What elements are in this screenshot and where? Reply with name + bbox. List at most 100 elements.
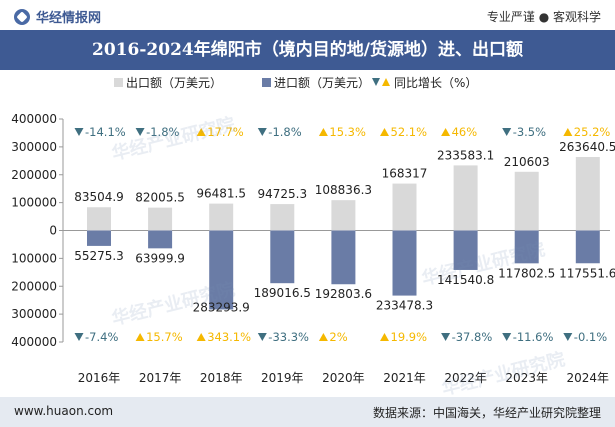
import-growth-label: 2% <box>329 330 347 344</box>
export-value-label: 263640.5 <box>559 140 615 154</box>
import-bar <box>392 230 417 296</box>
growth-down-icon <box>502 128 512 136</box>
legend-label-import: 进口额（万美元） <box>274 76 370 90</box>
y-tick-label: 400000 <box>11 112 57 126</box>
import-value-label: 192803.6 <box>315 287 372 301</box>
chart: 400000 300000 200000 100000 0 100000 200000 300… <box>11 76 615 385</box>
y-tick-label: 0 <box>49 224 57 238</box>
y-tick-label: 400000 <box>11 335 57 349</box>
growth-down-icon <box>257 333 267 341</box>
import-value-label: 233478.3 <box>376 299 433 313</box>
export-bar <box>392 183 417 231</box>
export-value-label: 83504.9 <box>74 190 124 204</box>
export-bar <box>575 157 600 231</box>
import-value-label: 117802.5 <box>498 266 555 280</box>
footer: www.huaon.com 数据来源：中国海关，华经产业研究院整理 <box>0 397 615 427</box>
import-value-label: 283293.9 <box>193 300 250 314</box>
export-growth-label: 17.7% <box>207 125 244 139</box>
logo[interactable]: 华经情报网 <box>14 7 101 26</box>
export-bar <box>514 171 539 231</box>
logo-text: 华经情报网 <box>36 11 102 26</box>
y-tick-label: 100000 <box>11 251 57 265</box>
export-value-label: 82005.5 <box>135 191 185 205</box>
growth-down-icon <box>74 333 84 341</box>
export-value-label: 94725.3 <box>257 187 307 201</box>
legend-swatch-import <box>262 78 271 87</box>
footer-source: 数据来源：中国海关，华经产业研究院整理 <box>372 406 601 420</box>
x-category-label: 2017年 <box>139 371 182 385</box>
legend-growth-down-icon <box>372 78 380 86</box>
import-growth-label: -33.3% <box>268 330 309 344</box>
growth-up-icon <box>196 333 206 341</box>
growth-up-icon <box>563 128 573 136</box>
growth-up-icon <box>318 333 328 341</box>
legend-label-growth: 同比增长（%） <box>394 76 477 90</box>
import-value-label: 189016.5 <box>254 286 311 300</box>
x-category-label: 2020年 <box>322 371 365 385</box>
growth-down-icon <box>502 333 512 341</box>
import-growth-label: 15.7% <box>146 330 183 344</box>
legend-swatch-export <box>114 78 123 87</box>
footer-website[interactable]: www.huaon.com <box>14 404 114 418</box>
tagline: 专业严谨 ● 客观科学 <box>486 10 601 24</box>
import-value-label: 117551.6 <box>559 266 615 280</box>
y-tick-label: 200000 <box>11 168 57 182</box>
export-value-label: 233583.1 <box>437 148 494 162</box>
x-category-label: 2024年 <box>567 371 610 385</box>
import-growth-label: -37.8% <box>452 330 493 344</box>
export-bar <box>209 203 234 231</box>
export-bar <box>331 200 356 231</box>
import-bar <box>209 230 234 310</box>
export-growth-label: 25.2% <box>574 125 611 139</box>
import-bar <box>148 230 173 249</box>
y-tick-label: 300000 <box>11 307 57 321</box>
import-bar <box>270 230 295 284</box>
export-bar <box>453 165 478 231</box>
export-growth-label: 15.3% <box>329 125 366 139</box>
growth-up-icon <box>380 333 389 341</box>
growth-down-icon <box>563 333 573 341</box>
import-growth-label: -7.4% <box>85 330 118 344</box>
import-growth-label: 19.9% <box>391 330 428 344</box>
y-tick-label: 100000 <box>11 196 57 210</box>
import-growth-label: -11.6% <box>513 330 554 344</box>
import-value-label: 55275.3 <box>74 249 124 263</box>
growth-down-icon <box>135 128 145 136</box>
export-bar <box>270 204 295 231</box>
import-bar <box>575 230 600 264</box>
chart-title: 2016-2024年绵阳市（境内目的地/货源地）进、出口额 <box>92 40 523 60</box>
y-tick-label: 200000 <box>11 279 57 293</box>
growth-up-icon <box>441 128 451 136</box>
legend-growth-up-icon <box>382 78 390 86</box>
export-bar <box>148 207 173 231</box>
import-growth-label: 343.1% <box>207 330 251 344</box>
export-growth-label: 46% <box>452 125 478 139</box>
export-growth-label: -3.5% <box>513 125 546 139</box>
x-category-label: 2019年 <box>261 371 304 385</box>
x-category-label: 2022年 <box>444 371 487 385</box>
export-value-label: 108836.3 <box>315 183 372 197</box>
export-bar <box>87 207 111 231</box>
growth-up-icon <box>135 333 145 341</box>
top-bar: 华经情报网 专业严谨 ● 客观科学 <box>0 0 615 30</box>
import-bar <box>453 230 478 270</box>
growth-down-icon <box>441 333 451 341</box>
import-bar <box>87 230 111 246</box>
export-value-label: 168317 <box>382 167 428 181</box>
import-bar <box>331 230 356 285</box>
export-growth-label: -1.8% <box>268 125 301 139</box>
import-value-label: 63999.9 <box>135 251 185 265</box>
export-growth-label: 52.1% <box>391 125 428 139</box>
growth-up-icon <box>196 128 206 136</box>
growth-up-icon <box>318 128 328 136</box>
x-category-label: 2021年 <box>383 371 426 385</box>
growth-down-icon <box>74 128 84 136</box>
export-value-label: 210603 <box>504 155 550 169</box>
x-category-label: 2018年 <box>200 371 243 385</box>
x-category-label: 2023年 <box>505 371 548 385</box>
import-bar <box>514 230 539 264</box>
growth-up-icon <box>380 128 389 136</box>
growth-down-icon <box>257 128 267 136</box>
y-tick-label: 300000 <box>11 140 57 154</box>
x-category-label: 2016年 <box>78 371 121 385</box>
